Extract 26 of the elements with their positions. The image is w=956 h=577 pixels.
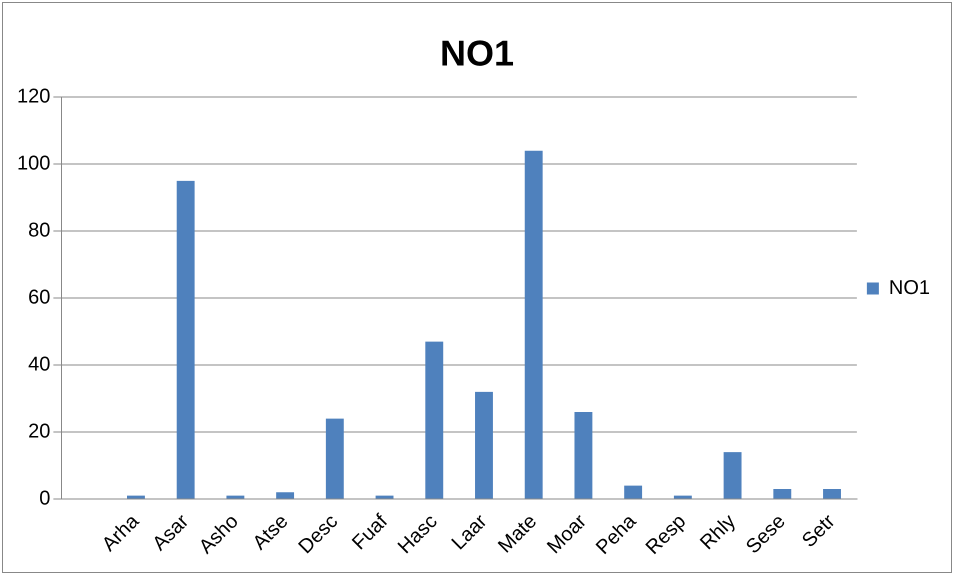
bar bbox=[127, 496, 145, 498]
bar bbox=[425, 342, 444, 498]
y-tick-label: 60 bbox=[28, 286, 50, 309]
y-tick-label: 0 bbox=[39, 488, 50, 510]
y-tick-label: 100 bbox=[16, 152, 50, 175]
bar bbox=[276, 492, 294, 498]
y-tick-label: 20 bbox=[28, 420, 50, 443]
x-tick-label: Atse bbox=[248, 510, 293, 554]
x-tick-label: Setr bbox=[798, 510, 840, 552]
y-tick-label: 120 bbox=[16, 86, 50, 108]
legend-label: NO1 bbox=[888, 277, 930, 300]
bar bbox=[674, 496, 692, 498]
bar bbox=[724, 452, 742, 498]
y-tick-label: 80 bbox=[28, 220, 50, 242]
bar bbox=[574, 412, 592, 498]
bar bbox=[475, 392, 493, 498]
bar bbox=[773, 488, 792, 498]
bar bbox=[226, 496, 244, 498]
bar bbox=[624, 486, 642, 498]
y-tick-label: 40 bbox=[28, 354, 50, 376]
bar bbox=[176, 180, 195, 498]
bar bbox=[823, 488, 841, 498]
chart-title: NO1 bbox=[440, 32, 514, 74]
bar bbox=[326, 418, 344, 498]
bar bbox=[524, 150, 543, 498]
bar bbox=[376, 496, 394, 498]
